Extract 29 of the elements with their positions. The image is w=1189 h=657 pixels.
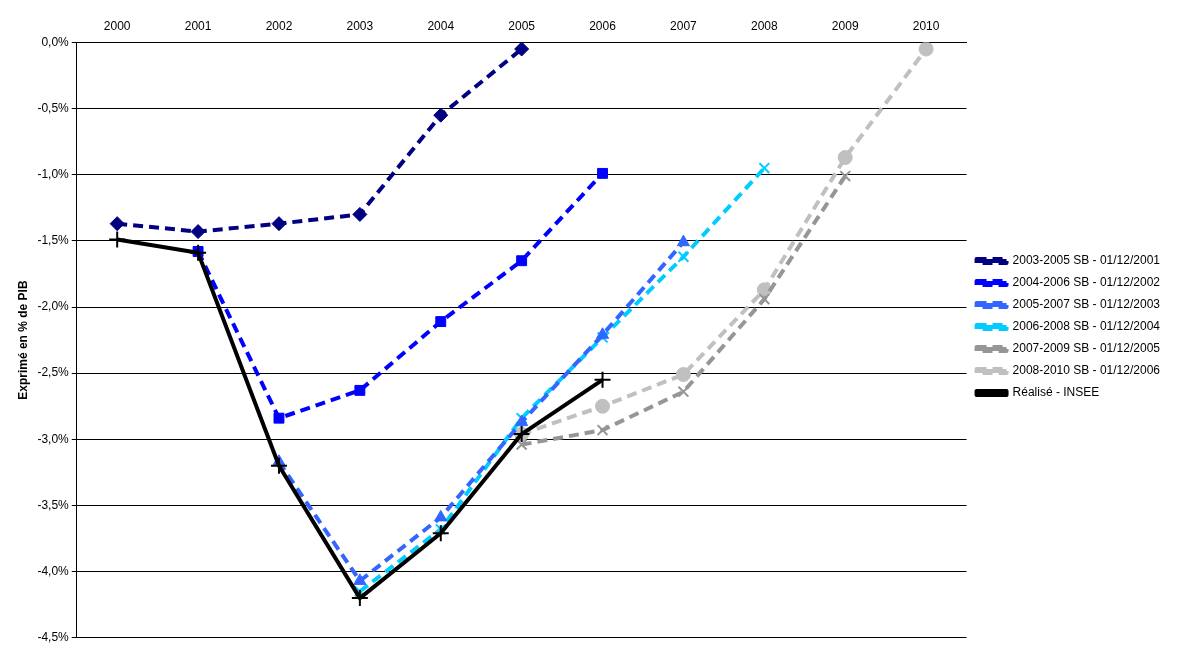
x-tick-label: 2010 <box>912 18 940 33</box>
y-tick-label: -3,5% <box>37 497 70 512</box>
legend-label: 2005-2007 SB - 01/12/2003 <box>1012 297 1161 312</box>
y-tick-label: -0,5% <box>37 100 70 115</box>
x-tick-label: 2002 <box>265 18 293 33</box>
x-tick-label: 2003 <box>346 18 374 33</box>
y-tick-label: -1,5% <box>37 233 70 248</box>
y-axis-title: Exprimé en % de PIB <box>15 280 30 400</box>
y-tick-label: -3,0% <box>37 431 70 446</box>
x-tick-label: 2000 <box>103 18 131 33</box>
legend-label: Réalisé - INSEE <box>1012 385 1100 400</box>
y-tick-label: -2,0% <box>37 299 70 314</box>
legend-label: 2003-2005 SB - 01/12/2001 <box>1012 253 1161 268</box>
x-tick-label: 2004 <box>427 18 455 33</box>
legend-label: 2008-2010 SB - 01/12/2006 <box>1012 363 1161 378</box>
x-tick-label: 2009 <box>831 18 859 33</box>
y-tick-label: -2,5% <box>37 365 70 380</box>
x-tick-label: 2005 <box>508 18 536 33</box>
y-tick-label: -4,0% <box>37 563 70 578</box>
legend-label: 2006-2008 SB - 01/12/2004 <box>1012 319 1161 334</box>
x-tick-label: 2006 <box>589 18 617 33</box>
legend-label: 2004-2006 SB - 01/12/2002 <box>1012 275 1161 290</box>
y-tick-label: -1,0% <box>37 167 70 182</box>
x-tick-label: 2001 <box>184 18 212 33</box>
x-tick-label: 2007 <box>670 18 698 33</box>
legend-label: 2007-2009 SB - 01/12/2005 <box>1012 341 1161 356</box>
y-tick-label: 0,0% <box>41 34 70 49</box>
x-tick-label: 2008 <box>750 18 778 33</box>
y-tick-label: -4,5% <box>37 630 70 645</box>
